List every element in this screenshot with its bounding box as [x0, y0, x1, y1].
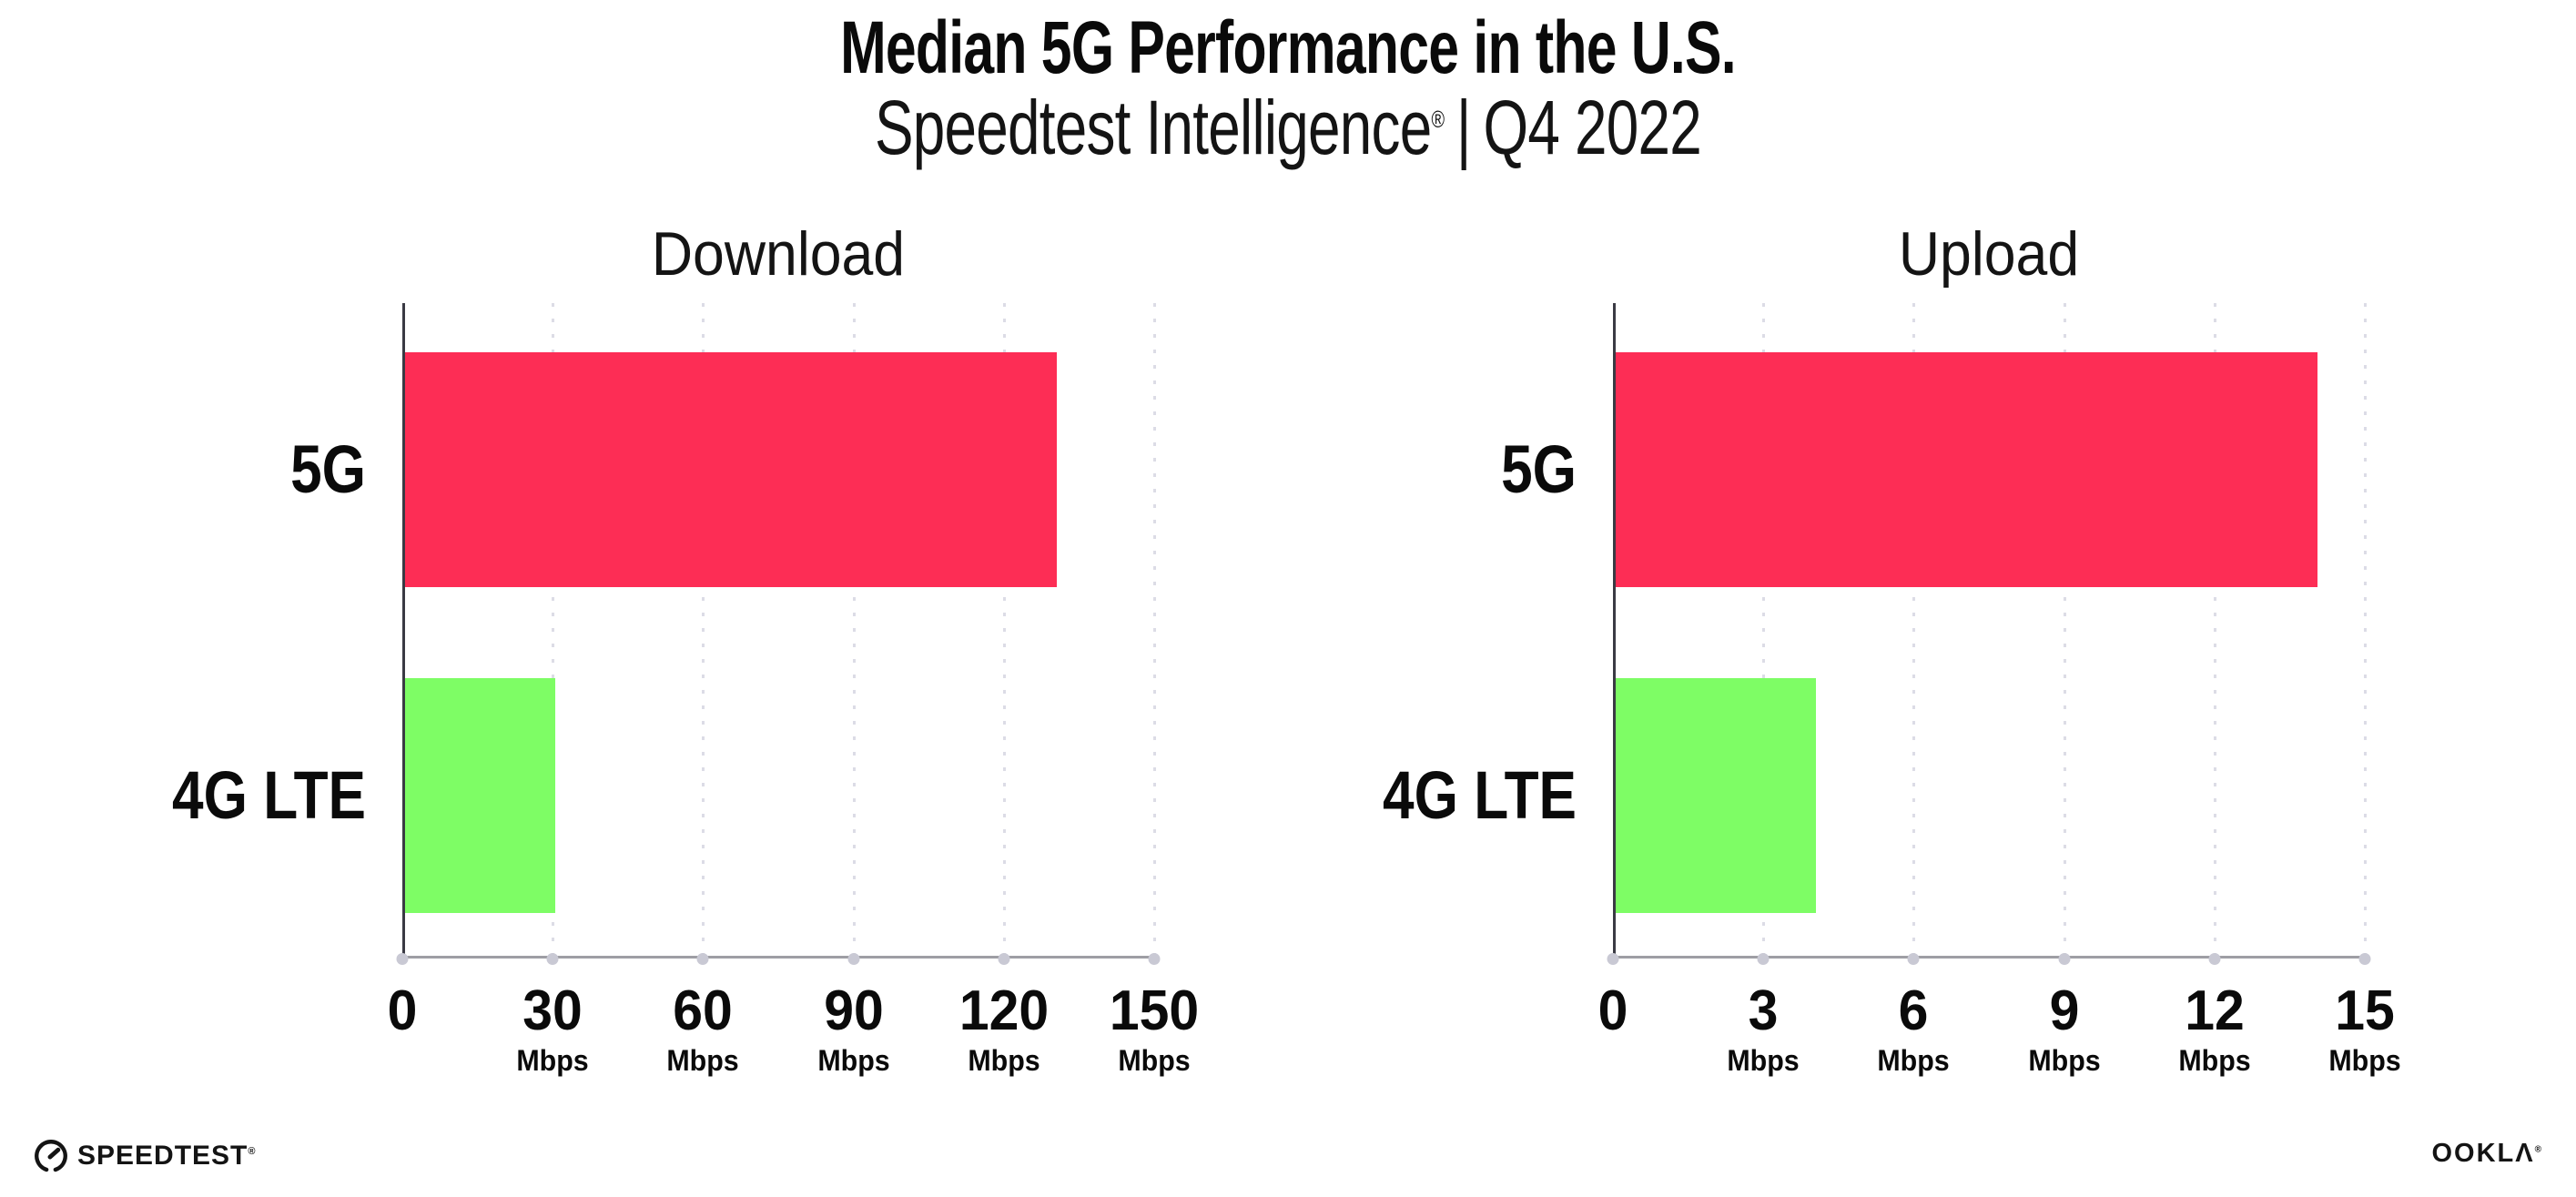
axis-tick-dot [2358, 953, 2371, 965]
x-tick-unit: Mbps [516, 1044, 589, 1077]
x-tick-label: 60 Mbps [665, 979, 742, 1077]
subtitle-period: Q4 2022 [1483, 85, 1702, 170]
x-tick-value: 0 [1597, 979, 1628, 1042]
x-tick-unit: Mbps [2328, 1044, 2401, 1077]
gridline [1002, 303, 1006, 959]
chart-title: Download [651, 219, 906, 289]
axis-tick-dot [1757, 953, 1770, 965]
category-label-4g-lte: 4G LTE [172, 757, 366, 833]
gridline [1153, 303, 1156, 959]
x-axis-ticks: 0 3 Mbps 6 Mbps 9 Mbps 12 Mbps 15 Mbps [1598, 979, 2401, 1111]
x-tick-label: 30 Mbps [514, 979, 591, 1077]
gridline [2364, 303, 2367, 959]
x-tick-label: 0 [1597, 983, 1628, 1040]
axis-tick-dot [847, 953, 860, 965]
gridline [2213, 303, 2216, 959]
gridline [852, 303, 856, 959]
x-tick-label: 6 Mbps [1876, 979, 1952, 1077]
axis-tick-dot [1148, 953, 1161, 965]
x-tick-label: 15 Mbps [2327, 979, 2403, 1077]
x-tick-value: 3 [1748, 979, 1779, 1042]
axis-tick-dot [546, 953, 559, 965]
x-tick-unit: Mbps [2178, 1044, 2251, 1077]
x-axis-line [402, 956, 1154, 959]
plot-area [1607, 303, 2371, 965]
gridline [702, 303, 705, 959]
chart-upload: Upload 5G 4G LTE 0 3 Mbps 6 Mbps 9 Mbps 12 Mbps 1… [1383, 219, 2401, 1133]
x-tick-value: 150 [1109, 979, 1200, 1042]
x-tick-value: 6 [1899, 979, 1929, 1042]
ookla-wordmark: OOKLΛ [2431, 1139, 2535, 1168]
subtitle-brand: Speedtest Intelligence [874, 85, 1432, 170]
ookla-registered-mark: ® [2534, 1144, 2543, 1155]
speedtest-gauge-icon [32, 1137, 70, 1175]
gridline-layer [1613, 303, 2367, 959]
y-axis-line [402, 303, 405, 960]
x-tick-value: 30 [522, 979, 583, 1042]
x-tick-unit: Mbps [666, 1044, 740, 1077]
gridline-layer [402, 303, 1156, 959]
subtitle-separator: | [1455, 85, 1472, 170]
axis-tick-dot [1907, 953, 1920, 965]
axis-tick-dot [2208, 953, 2221, 965]
x-tick-unit: Mbps [2027, 1044, 2101, 1077]
axis-tick-dot [1607, 953, 1619, 965]
x-tick-value: 120 [958, 979, 1049, 1042]
bar-4g-lte [405, 678, 556, 913]
ookla-logo: OOKLΛ® [2432, 1141, 2544, 1167]
x-tick-value: 15 [2335, 979, 2395, 1042]
x-tick-label: 12 Mbps [2176, 979, 2253, 1077]
x-tick-label: 9 Mbps [2026, 979, 2103, 1077]
bar-5g [1616, 352, 2317, 587]
plot-area [396, 303, 1161, 965]
page-subtitle: Speedtest Intelligence® | Q4 2022 [309, 87, 2267, 167]
page-title: Median 5G Performance in the U.S. [840, 6, 1737, 89]
bar-4g-lte [1616, 678, 1817, 913]
x-tick-value: 60 [673, 979, 734, 1042]
y-axis-line [1613, 303, 1616, 960]
axis-tick-dot [396, 953, 409, 965]
gridline [1912, 303, 1916, 959]
x-tick-value: 90 [823, 979, 884, 1042]
x-tick-unit: Mbps [968, 1044, 1040, 1077]
x-tick-unit: Mbps [1877, 1044, 1951, 1077]
axis-tick-dot [998, 953, 1010, 965]
x-tick-unit: Mbps [1118, 1044, 1191, 1077]
x-tick-value: 12 [2185, 979, 2245, 1042]
category-label-4g-lte: 4G LTE [1383, 757, 1577, 833]
x-tick-label: 150 Mbps [1107, 979, 1201, 1077]
chart-title: Upload [1898, 219, 2080, 289]
category-label-5g: 5G [290, 431, 366, 507]
x-tick-label: 0 [387, 983, 418, 1040]
registered-mark: ® [1431, 106, 1445, 133]
axis-tick-dot [2058, 953, 2071, 965]
gridline [552, 303, 555, 959]
x-tick-label: 3 Mbps [1725, 979, 1801, 1077]
x-tick-label: 90 Mbps [816, 979, 892, 1077]
speedtest-wordmark: SPEEDTEST® [77, 1141, 257, 1171]
x-tick-value: 0 [387, 979, 418, 1042]
x-tick-label: 120 Mbps [957, 979, 1050, 1077]
x-axis-ticks: 0 30 Mbps 60 Mbps 90 Mbps 120 Mbps 150 Mbps [388, 979, 1200, 1111]
speedtest-registered-mark: ® [248, 1146, 257, 1157]
x-axis-line [1613, 956, 2365, 959]
x-tick-value: 9 [2049, 979, 2079, 1042]
gridline [2063, 303, 2066, 959]
gridline [1762, 303, 1766, 959]
x-tick-unit: Mbps [1727, 1044, 1800, 1077]
x-tick-unit: Mbps [816, 1044, 890, 1077]
bar-5g [405, 352, 1057, 587]
axis-tick-dot [696, 953, 709, 965]
chart-download: Download 5G 4G LTE 0 30 Mbps 60 Mbps 90 Mbps 12… [172, 219, 1200, 1133]
speedtest-logo: SPEEDTEST® [32, 1137, 256, 1175]
category-label-5g: 5G [1501, 431, 1577, 507]
